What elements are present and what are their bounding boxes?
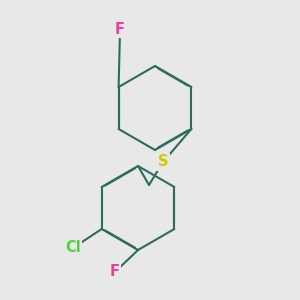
Text: S: S (158, 154, 168, 169)
Text: F: F (110, 265, 120, 280)
Text: F: F (115, 22, 125, 38)
Text: Cl: Cl (65, 241, 81, 256)
